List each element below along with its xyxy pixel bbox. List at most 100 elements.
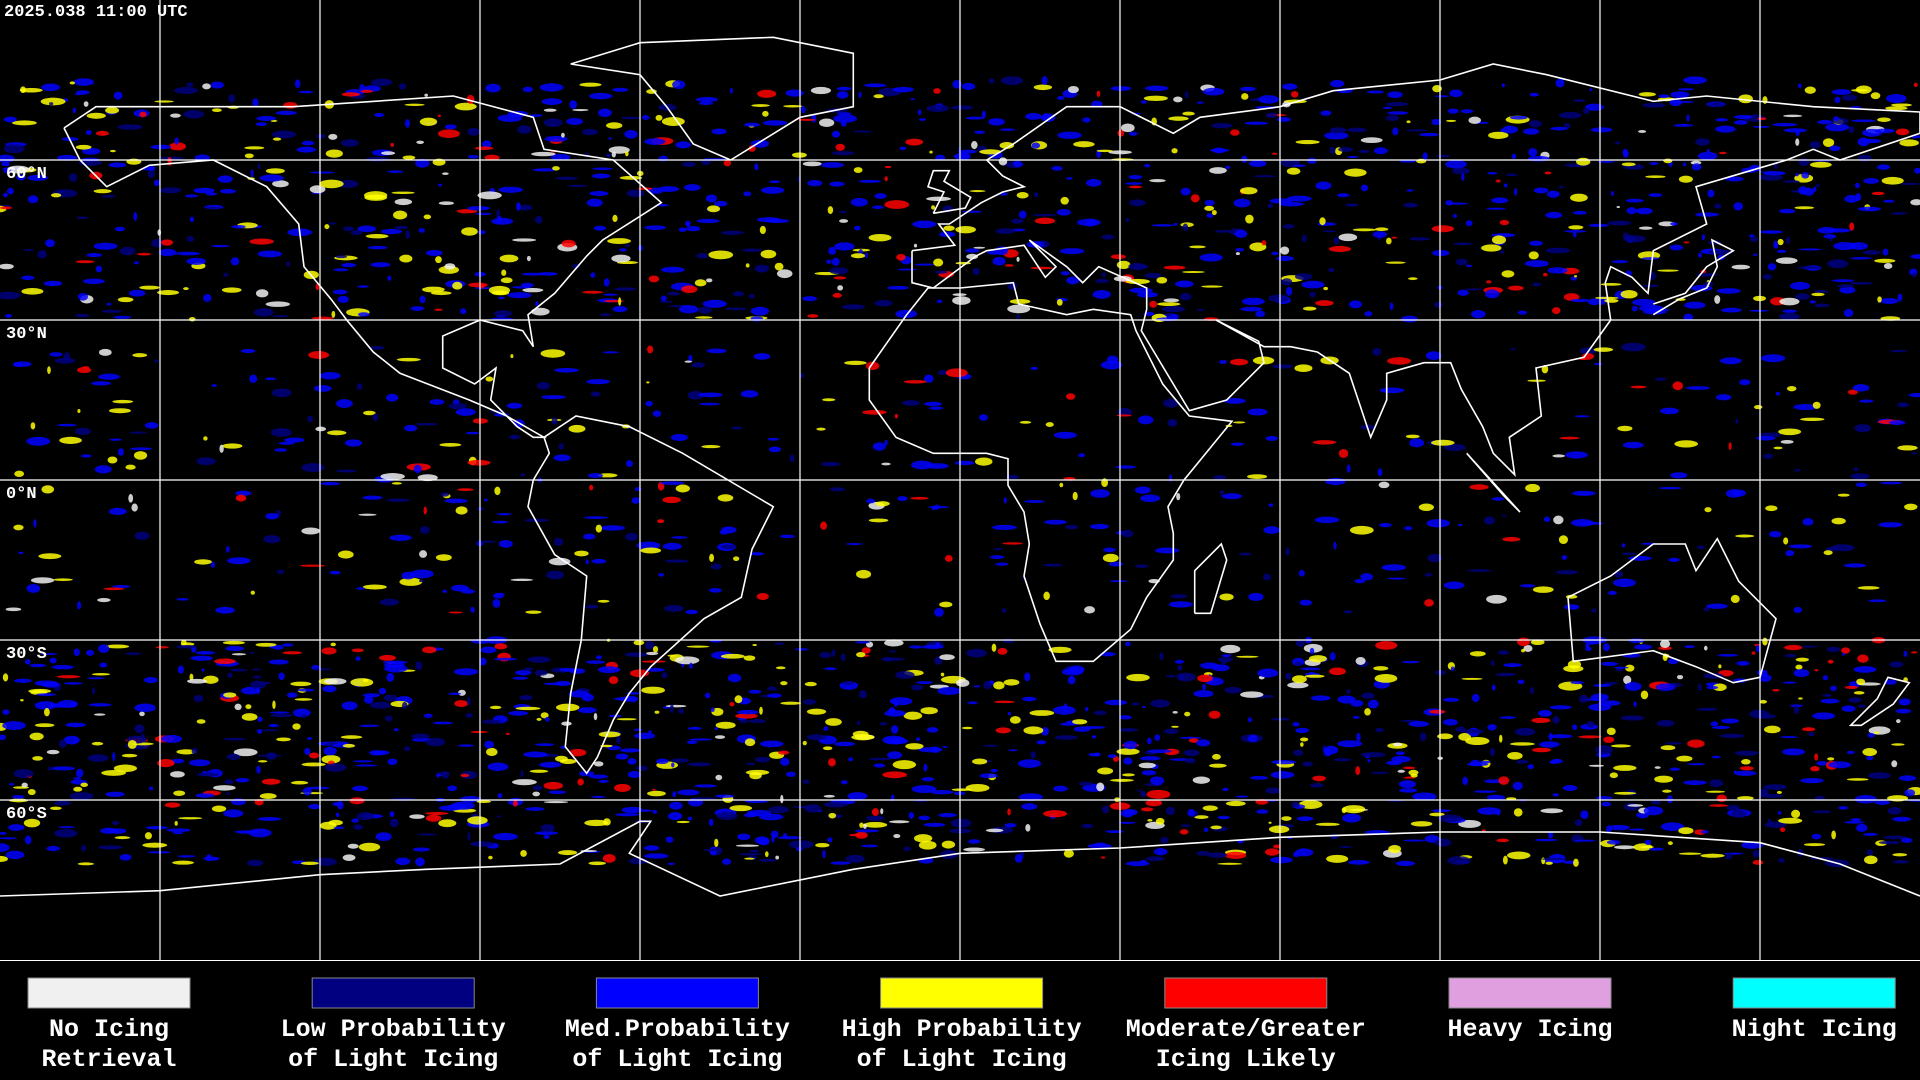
icing-patch: [1322, 230, 1337, 233]
icing-patch: [586, 379, 610, 385]
icing-patch: [523, 667, 534, 671]
icing-patch: [410, 569, 434, 579]
icing-patch: [836, 112, 852, 115]
icing-patch: [394, 225, 409, 230]
icing-patch: [1265, 435, 1278, 441]
icing-patch: [1891, 212, 1908, 215]
icing-patch: [993, 681, 1005, 690]
icing-patch: [177, 855, 196, 858]
icing-patch: [716, 811, 738, 821]
icing-patch: [1007, 711, 1011, 716]
icing-patch: [671, 536, 688, 539]
icing-patch: [1752, 849, 1760, 858]
icing-patch: [1726, 804, 1740, 811]
icing-patch: [1837, 493, 1850, 497]
icing-patch: [1056, 208, 1071, 216]
icing-patch: [1109, 580, 1128, 583]
icing-patch: [1794, 468, 1801, 472]
icing-patch: [178, 817, 203, 820]
icing-patch: [1881, 176, 1904, 185]
icing-patch: [389, 818, 399, 828]
icing-patch: [166, 828, 191, 833]
icing-patch: [1109, 561, 1123, 567]
icing-patch: [506, 402, 523, 409]
icing-patch: [354, 764, 378, 767]
icing-patch: [272, 137, 282, 141]
icing-patch: [729, 805, 753, 812]
icing-patch: [1358, 149, 1370, 154]
icing-patch: [1294, 661, 1302, 667]
icing-patch: [54, 357, 76, 364]
icing-patch: [1084, 606, 1095, 614]
icing-patch: [1063, 849, 1074, 858]
icing-patch: [58, 739, 67, 748]
icing-patch: [403, 746, 411, 752]
icing-patch: [467, 127, 480, 136]
icing-patch: [0, 831, 7, 835]
icing-patch: [933, 88, 941, 94]
icing-patch: [884, 710, 906, 717]
icing-patch: [608, 137, 612, 140]
icing-patch: [1053, 431, 1077, 439]
icing-patch: [98, 348, 112, 356]
icing-patch: [657, 519, 665, 524]
icing-patch: [1110, 86, 1132, 91]
icing-patch: [1399, 788, 1418, 793]
icing-patch: [708, 588, 722, 593]
icing-patch: [465, 713, 473, 718]
icing-patch: [1641, 257, 1660, 260]
icing-patch: [561, 239, 576, 248]
icing-patch: [1385, 115, 1399, 122]
icing-patch: [1890, 349, 1908, 353]
icing-patch: [1529, 686, 1534, 695]
icing-patch: [1386, 760, 1402, 766]
icing-patch: [3, 116, 17, 123]
icing-patch: [748, 719, 766, 724]
icing-patch: [1091, 100, 1103, 108]
icing-patch: [661, 117, 685, 126]
icing-patch: [647, 345, 654, 354]
icing-patch: [58, 826, 75, 829]
icing-patch: [1538, 709, 1552, 717]
icing-patch: [973, 685, 981, 688]
icing-patch: [1638, 226, 1653, 230]
icing-patch: [593, 761, 604, 767]
icing-patch: [114, 226, 126, 232]
icing-patch: [1700, 853, 1725, 858]
icing-patch: [1045, 422, 1054, 428]
icing-patch: [226, 792, 231, 796]
icing-patch: [307, 415, 313, 423]
icing-patch: [1791, 809, 1801, 819]
icing-patch: [620, 116, 641, 120]
icing-patch: [422, 286, 445, 293]
icing-patch: [77, 366, 92, 374]
icing-patch: [497, 296, 505, 300]
icing-patch: [344, 439, 363, 447]
icing-patch: [399, 577, 423, 586]
icing-patch: [767, 693, 782, 698]
icing-patch: [822, 849, 826, 859]
icing-patch: [864, 252, 868, 259]
icing-patch: [1775, 257, 1798, 264]
icing-patch: [49, 352, 63, 357]
icing-patch: [992, 524, 1017, 530]
icing-patch: [1627, 804, 1644, 807]
icing-patch: [12, 361, 32, 367]
icing-patch: [1831, 279, 1855, 283]
icing-patch: [69, 81, 76, 85]
icing-patch: [1683, 76, 1707, 84]
icing-patch: [1281, 278, 1293, 286]
icing-patch: [94, 713, 106, 716]
icing-patch: [341, 701, 358, 711]
icing-patch: [440, 492, 450, 497]
icing-patch: [337, 295, 349, 304]
icing-patch: [832, 293, 842, 298]
icing-patch: [491, 317, 514, 320]
icing-patch: [1613, 764, 1637, 771]
icing-patch: [1425, 351, 1442, 360]
icing-patch: [510, 578, 534, 582]
icing-patch: [387, 170, 404, 174]
icing-patch: [417, 833, 438, 836]
icing-patch: [695, 97, 719, 102]
icing-patch: [1349, 300, 1362, 309]
